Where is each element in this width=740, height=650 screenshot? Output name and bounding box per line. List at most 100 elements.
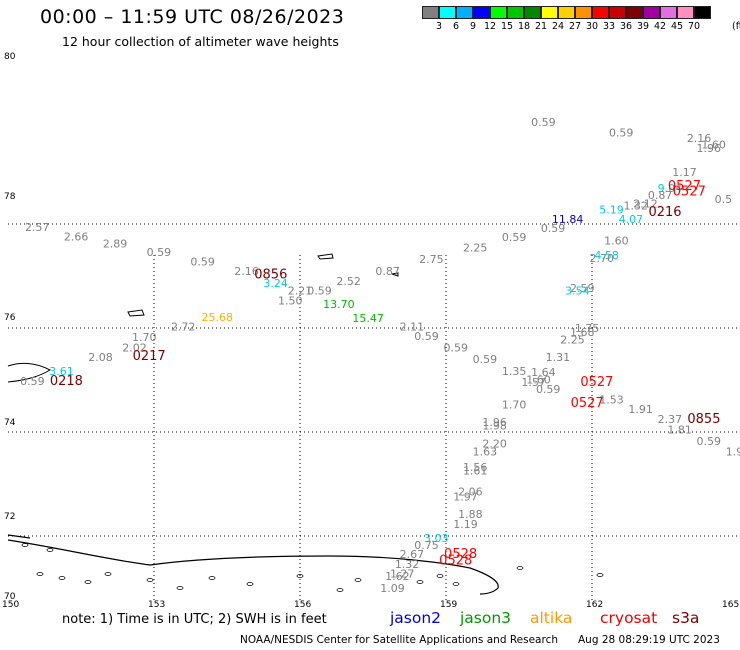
legend-swatch [626, 6, 643, 19]
pass-time-label: 0218 [50, 374, 83, 389]
legend-swatch [507, 6, 524, 19]
legend-swatch [592, 6, 609, 19]
wave-height-label: 2.11 [400, 321, 425, 334]
lake-outline [104, 572, 112, 576]
pass-time-label: 0527 [580, 375, 613, 390]
wave-height-label: 2.57 [25, 221, 50, 234]
satellite-jason2: jason2 [390, 609, 442, 627]
wave-height-label: 0.59 [541, 222, 566, 235]
wave-height-label: 9.04 [658, 182, 683, 195]
satellite-s3a: s3a [672, 609, 700, 627]
lake-outline [46, 548, 54, 552]
pass-time-label: 0217 [133, 349, 166, 364]
wave-height-label: 2.20 [482, 438, 507, 451]
legend-bin-label: 70 [687, 21, 701, 32]
legend-swatch [694, 6, 711, 19]
wave-height-label: 2.08 [88, 351, 113, 364]
lake-outline [354, 578, 362, 582]
wave-height-label: 1.62 [385, 570, 410, 583]
satellite-jason3: jason3 [460, 609, 512, 627]
wave-height-label: 2.25 [560, 334, 585, 347]
legend-swatch [609, 6, 626, 19]
pass-time-label: 0527 [668, 179, 701, 194]
legend-bin-label: 15 [500, 21, 514, 32]
wave-height-label: 0.59 [536, 383, 561, 396]
wave-height-label: 0.59 [443, 341, 468, 354]
legend-bin-label: 27 [568, 21, 582, 32]
wave-height-label: 1.19 [453, 518, 478, 531]
legend-swatch [558, 6, 575, 19]
legend-bin-label: 42 [653, 21, 667, 32]
legend-swatch [490, 6, 507, 19]
wave-height-label: 0.59 [20, 375, 45, 388]
wave-height-label: 2.21 [288, 285, 313, 298]
wave-height-label: 1.60 [604, 234, 629, 247]
wave-height-label: 1.17 [672, 166, 697, 179]
wave-height-label: 0.59 [147, 246, 172, 259]
wave-height-label: 15.47 [352, 312, 384, 325]
lake-outline [452, 582, 460, 586]
wave-height-label: 2.52 [336, 275, 361, 288]
lake-outline [596, 573, 604, 577]
lon-tick-label: 159 [440, 600, 458, 610]
legend-unit: (ft) [732, 21, 740, 32]
lake-outline [36, 572, 44, 576]
lake-outline [21, 543, 29, 547]
wave-height-label: 2.75 [419, 253, 444, 266]
lake-outline [246, 582, 254, 586]
map-subtitle: 12 hour collection of altimeter wave hei… [62, 34, 339, 49]
wave-height-label: 2.25 [463, 242, 488, 255]
wave-height-label: 2.12 [633, 197, 658, 210]
wave-height-label: 3.61 [49, 365, 74, 378]
lat-tick-label: 78 [4, 192, 16, 202]
legend-swatch [422, 6, 439, 19]
wave-height-label: 1.94 [726, 445, 740, 458]
lat-tick-label: 76 [4, 313, 16, 323]
legend-bin-label: 33 [602, 21, 616, 32]
pass-time-label: 0528 [439, 554, 472, 569]
lat-tick-label: 70 [4, 592, 16, 602]
wave-height-label: 1.31 [546, 351, 571, 364]
tundra-lakes [21, 543, 604, 592]
lake-outline [146, 578, 154, 582]
legend-bin-label: 36 [619, 21, 633, 32]
wave-height-label: 1.60 [701, 139, 726, 152]
coastline [7, 253, 604, 595]
wave-height-label: 1.98 [482, 419, 507, 432]
wave-height-label: 0.59 [307, 285, 332, 298]
pass-time-label: 0527 [571, 396, 604, 411]
footer-note: note: 1) Time is in UTC; 2) SWH is in fe… [62, 612, 327, 627]
wave-height-label: 2.67 [400, 548, 425, 561]
lat-tick-label: 80 [4, 52, 16, 62]
coastline-main [7, 534, 499, 595]
wave-height-label: 1.97 [453, 491, 478, 504]
legend-bin-label: 9 [469, 21, 477, 32]
legend-bin-label: 12 [483, 21, 497, 32]
legend-swatches [422, 6, 711, 19]
wave-height-label: 3.54 [565, 285, 590, 298]
lon-tick-label: 150 [2, 600, 20, 610]
wave-height-label: 4.07 [619, 213, 644, 226]
wave-height-label: 0.59 [414, 330, 439, 343]
legend-bin-label: 3 [435, 21, 443, 32]
legend-labels: 3 6 9 12 15 18 21 24 27 30 33 36 39 42 45 70 [422, 21, 740, 35]
legend-swatch [660, 6, 677, 19]
wave-height-label: 3.03 [424, 532, 449, 545]
pass-time-label: 0527 [673, 184, 706, 199]
wave-height-label: 1.35 [502, 365, 527, 378]
wave-height-label: 1.32 [395, 558, 420, 571]
lake-outline [208, 576, 216, 580]
wave-height-label: 1.57 [521, 376, 546, 389]
lon-tick-label: 165 [722, 600, 740, 610]
wave-height-label: 0.59 [502, 231, 527, 244]
wave-height-label: 0.59 [697, 435, 722, 448]
wave-height-label: 1.96 [482, 416, 507, 429]
lake-outline [516, 566, 524, 570]
wave-height-label: 2.16 [234, 265, 259, 278]
lon-tick-label: 162 [586, 600, 604, 610]
island-1 [127, 309, 145, 317]
lat-tick-label: 74 [4, 418, 16, 428]
generated-timestamp: Aug 28 08:29:19 UTC 2023 [578, 634, 720, 646]
wave-height-label: 1.61 [463, 465, 488, 478]
